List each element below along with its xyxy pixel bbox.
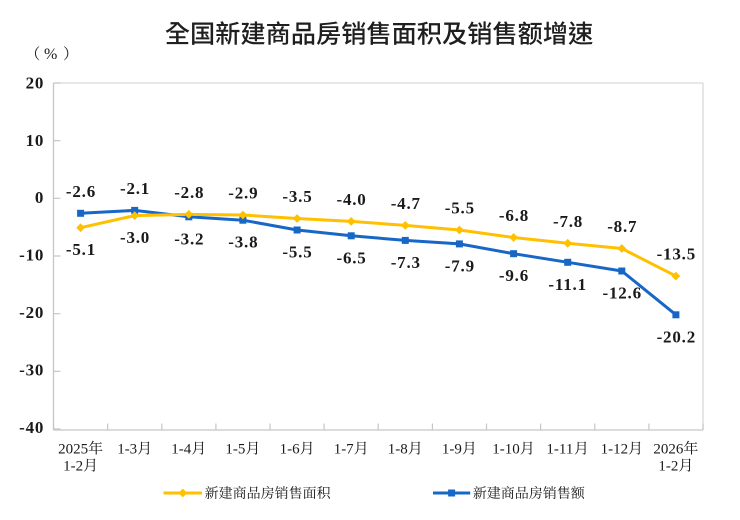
svg-text:-2.9: -2.9 xyxy=(228,184,258,203)
svg-text:-2.6: -2.6 xyxy=(66,182,96,201)
svg-text:-2.1: -2.1 xyxy=(120,179,150,198)
svg-text:1-9: 1-9 xyxy=(442,442,462,458)
svg-text:-40: -40 xyxy=(19,418,44,437)
svg-text:-5.1: -5.1 xyxy=(66,240,96,259)
svg-text:-4.7: -4.7 xyxy=(391,194,421,213)
svg-text:-7.8: -7.8 xyxy=(553,212,583,231)
svg-text:%: % xyxy=(44,46,57,63)
svg-text:1-5: 1-5 xyxy=(225,442,245,458)
svg-text:-5.5: -5.5 xyxy=(445,199,475,218)
svg-text:-3.5: -3.5 xyxy=(282,187,312,206)
svg-text:-20: -20 xyxy=(19,303,44,322)
svg-text:2025: 2025 xyxy=(58,442,88,458)
svg-text:1-6: 1-6 xyxy=(280,442,300,458)
svg-text:-30: -30 xyxy=(19,361,44,380)
svg-text:-7.3: -7.3 xyxy=(391,253,421,272)
svg-text:1-7: 1-7 xyxy=(334,442,354,458)
svg-text:-5.5: -5.5 xyxy=(282,243,312,262)
svg-text:-10: -10 xyxy=(19,246,44,265)
svg-text:-6.8: -6.8 xyxy=(499,206,529,225)
svg-text:20: 20 xyxy=(26,73,45,92)
svg-text:1-2: 1-2 xyxy=(658,459,678,475)
svg-text:10: 10 xyxy=(26,131,45,150)
svg-text:1-10: 1-10 xyxy=(492,442,520,458)
svg-text:-20.2: -20.2 xyxy=(657,327,696,346)
svg-text:-3.2: -3.2 xyxy=(174,229,204,248)
svg-text:-13.5: -13.5 xyxy=(657,245,696,264)
svg-text:2026: 2026 xyxy=(653,442,684,458)
svg-text:-4.0: -4.0 xyxy=(337,190,367,209)
svg-text:1-8: 1-8 xyxy=(388,442,408,458)
svg-text:1-11: 1-11 xyxy=(546,442,573,458)
svg-text:-12.6: -12.6 xyxy=(603,284,642,303)
svg-text:-3.8: -3.8 xyxy=(228,233,258,252)
svg-text:-9.6: -9.6 xyxy=(499,266,529,285)
svg-text:-2.8: -2.8 xyxy=(174,183,204,202)
svg-text:1-4: 1-4 xyxy=(171,442,191,458)
svg-text:-6.5: -6.5 xyxy=(337,248,367,267)
svg-text:1-3: 1-3 xyxy=(117,442,137,458)
svg-text:1-12: 1-12 xyxy=(601,442,629,458)
svg-text:1-2: 1-2 xyxy=(63,459,83,475)
svg-text:-7.9: -7.9 xyxy=(445,256,475,275)
svg-text:-11.1: -11.1 xyxy=(548,275,586,294)
svg-text:0: 0 xyxy=(35,188,44,207)
svg-text:-3.0: -3.0 xyxy=(120,228,150,247)
svg-text:-8.7: -8.7 xyxy=(607,217,637,236)
